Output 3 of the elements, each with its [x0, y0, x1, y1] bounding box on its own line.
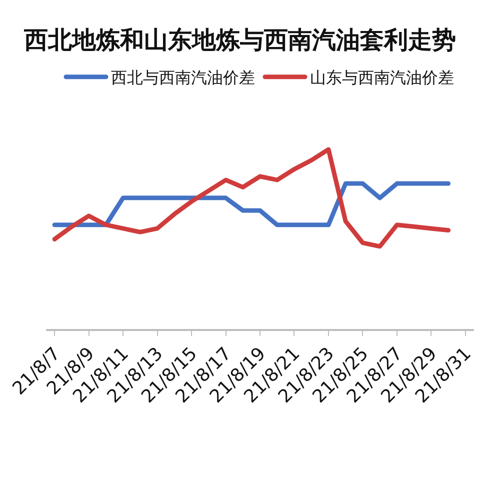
legend-label: 西北与西南汽油价差 — [111, 68, 255, 88]
legend-label: 山东与西南汽油价差 — [310, 68, 454, 88]
chart-title: 西北地炼和山东地炼与西南汽油套利走势 — [23, 26, 456, 54]
